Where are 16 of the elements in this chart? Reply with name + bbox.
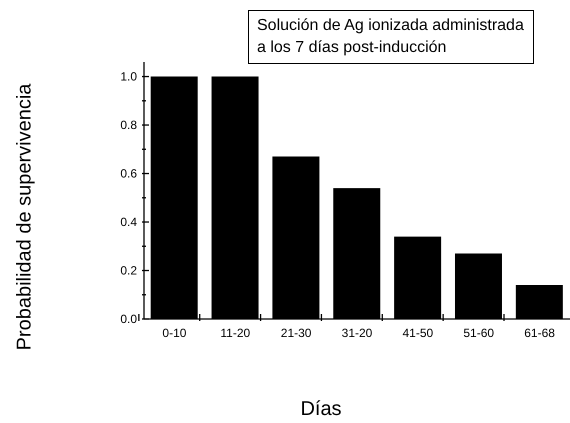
- x-tick-label: 21-30: [280, 326, 312, 340]
- x-tick-label: 31-20: [342, 326, 373, 340]
- y-axis-title: Probabilidad de supervivencia: [14, 83, 36, 350]
- text: Solución de Ag ionizada administrada a los 7 días post-inducción: [248, 10, 534, 64]
- x-tick-label: 11-20: [220, 326, 251, 340]
- y-tick-label: 0.8: [120, 118, 138, 132]
- y-tick-label: 0.0: [120, 312, 138, 326]
- x-tick-label: 41-50: [402, 326, 434, 340]
- x-tick-label: 61-68: [524, 326, 556, 340]
- y-tick-label: 0.6: [120, 166, 138, 181]
- x-axis-title: Días: [299, 398, 343, 421]
- x-tick-label: 51-60: [463, 326, 494, 340]
- x-tick-label: 0-10: [162, 326, 187, 340]
- y-tick-label: 0.4: [120, 215, 138, 230]
- y-tick-label: 0.2: [120, 264, 138, 278]
- y-tick-label: 1.0: [120, 70, 138, 84]
